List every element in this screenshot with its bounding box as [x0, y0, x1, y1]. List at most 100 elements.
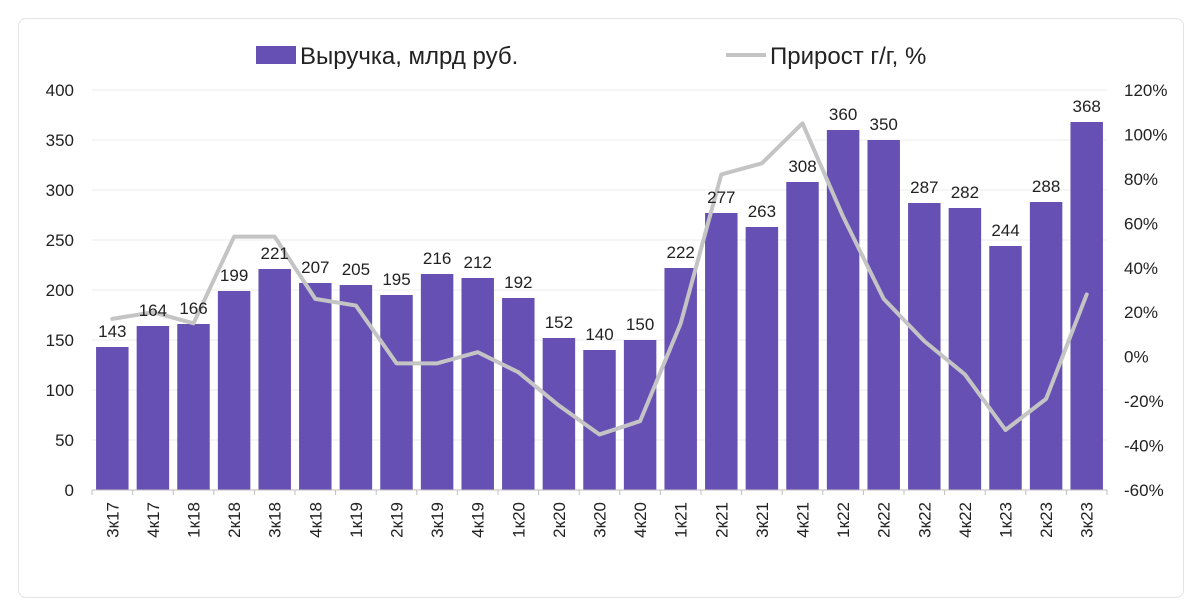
left-axis-tick-label: 0 [65, 481, 74, 500]
x-axis-tick-label: 4к21 [794, 502, 813, 538]
legend: Выручка, млрд руб. Прирост г/г, % [256, 43, 926, 70]
bar-value-label: 205 [342, 260, 370, 279]
bar [745, 227, 779, 490]
x-axis-tick-label: 1к19 [347, 502, 366, 538]
bar [989, 246, 1022, 490]
x-axis-tick-label: 4к22 [956, 502, 975, 538]
bar-value-label: 207 [301, 258, 329, 277]
right-axis-tick-label: 100% [1124, 125, 1167, 144]
bar [217, 291, 251, 490]
x-axis-tick-label: 3к21 [753, 502, 772, 538]
x-axis-tick-label: 3к20 [591, 502, 610, 538]
bar [420, 274, 454, 490]
bar-value-label: 288 [1032, 177, 1060, 196]
left-axis-tick-label: 50 [55, 431, 74, 450]
right-axis-tick-label: 120% [1124, 81, 1167, 100]
left-axis-tick-label: 400 [46, 81, 74, 100]
bar [339, 285, 373, 490]
bar-value-label: 192 [504, 273, 532, 292]
x-axis-tick-label: 4к19 [469, 502, 488, 538]
bar-value-label: 216 [423, 249, 451, 268]
bar [786, 182, 819, 490]
bar [948, 208, 982, 490]
right-axis-tick-label: 40% [1124, 259, 1158, 278]
right-axis-tick-label: 20% [1124, 303, 1158, 322]
growth-line [110, 121, 1089, 437]
bar-value-label: 287 [910, 178, 938, 197]
left-axis-tick-label: 250 [46, 231, 74, 250]
left-axis-tick-label: 150 [46, 331, 74, 350]
x-axis-tick-label: 4к17 [144, 502, 163, 538]
x-axis-tick-label: 1к20 [509, 502, 528, 538]
right-axis-tick-label: -40% [1124, 437, 1164, 456]
x-axis-tick-label: 3к18 [266, 502, 285, 538]
x-axis-tick-label: 1к23 [997, 502, 1016, 538]
bar [177, 324, 210, 490]
x-axis-tick-label: 4к20 [631, 502, 650, 538]
x-axis-tick-label: 2к23 [1037, 502, 1056, 538]
bar-value-label: 199 [220, 266, 248, 285]
bar [583, 350, 616, 490]
bar-value-label: 221 [261, 244, 289, 263]
x-axis-tick-label: 3к19 [428, 502, 447, 538]
left-axis: 0 50 100 150 200 250 300 350 400 [46, 81, 74, 500]
right-axis-tick-label: 80% [1124, 170, 1158, 189]
x-axis-tick-label: 2к18 [225, 502, 244, 538]
bar [908, 203, 941, 490]
x-axis-tick-label: 1к21 [672, 502, 691, 538]
bar [299, 283, 332, 490]
bar [136, 326, 170, 490]
left-axis-tick-label: 350 [46, 131, 74, 150]
bar-value-label: 263 [748, 202, 776, 221]
bar [1029, 202, 1063, 490]
right-axis: -60% -40% -20% 0% 20% 40% 60% 80% 100% 120% [1124, 81, 1167, 500]
bar-value-label: 277 [707, 188, 735, 207]
legend-bar-swatch [256, 46, 296, 64]
x-axis-tick-label: 3к17 [103, 502, 122, 538]
x-axis-tick-label: 1к18 [185, 502, 204, 538]
x-axis-tick-label: 4к18 [306, 502, 325, 538]
bar [461, 278, 494, 490]
bar [867, 140, 900, 490]
bar-value-label: 195 [382, 270, 410, 289]
bar-value-label: 360 [829, 105, 857, 124]
x-axis-tick-label: 2к19 [388, 502, 407, 538]
bar-value-label: 368 [1073, 97, 1101, 116]
bar [623, 340, 657, 490]
bar-value-label: 140 [585, 325, 613, 344]
x-axis-tick-label: 2к22 [875, 502, 894, 538]
legend-bar-label: Выручка, млрд руб. [300, 43, 518, 70]
bar-value-label: 222 [667, 243, 695, 262]
bar [380, 295, 413, 490]
x-axis-tick-label: 2к21 [712, 502, 731, 538]
bar [826, 130, 860, 490]
x-axis: 3к17 4к17 1к18 2к18 3к18 4к18 1к19 2к19 3к19 4к19… [91, 489, 1108, 538]
right-axis-tick-label: -60% [1124, 481, 1164, 500]
bars [96, 122, 1103, 490]
data-labels: 143 164 166 199 221 207 205 195 216 212 192 152 140 1… [98, 97, 1101, 344]
bar-value-label: 212 [464, 253, 492, 272]
left-axis-tick-label: 200 [46, 281, 74, 300]
bar-value-label: 166 [179, 299, 207, 318]
bar-value-label: 244 [991, 221, 1019, 240]
bar [705, 213, 738, 490]
left-axis-tick-label: 100 [46, 381, 74, 400]
bar-value-label: 143 [98, 322, 126, 341]
right-axis-tick-label: 60% [1124, 214, 1158, 233]
bar-value-label: 350 [870, 115, 898, 134]
bar-value-label: 150 [626, 315, 654, 334]
bar-value-label: 282 [951, 183, 979, 202]
x-axis-tick-label: 3к22 [915, 502, 934, 538]
x-axis-tick-label: 2к20 [550, 502, 569, 538]
bar [502, 298, 535, 490]
bar-value-label: 164 [139, 301, 167, 320]
bar-value-label: 308 [788, 157, 816, 176]
bar-value-label: 152 [545, 313, 573, 332]
legend-line-label: Прирост г/г, % [770, 43, 926, 70]
left-axis-tick-label: 300 [46, 181, 74, 200]
bar [258, 269, 291, 490]
x-axis-tick-label: 3к23 [1078, 502, 1097, 538]
right-axis-tick-label: 0% [1124, 348, 1149, 367]
bar [1070, 122, 1103, 490]
